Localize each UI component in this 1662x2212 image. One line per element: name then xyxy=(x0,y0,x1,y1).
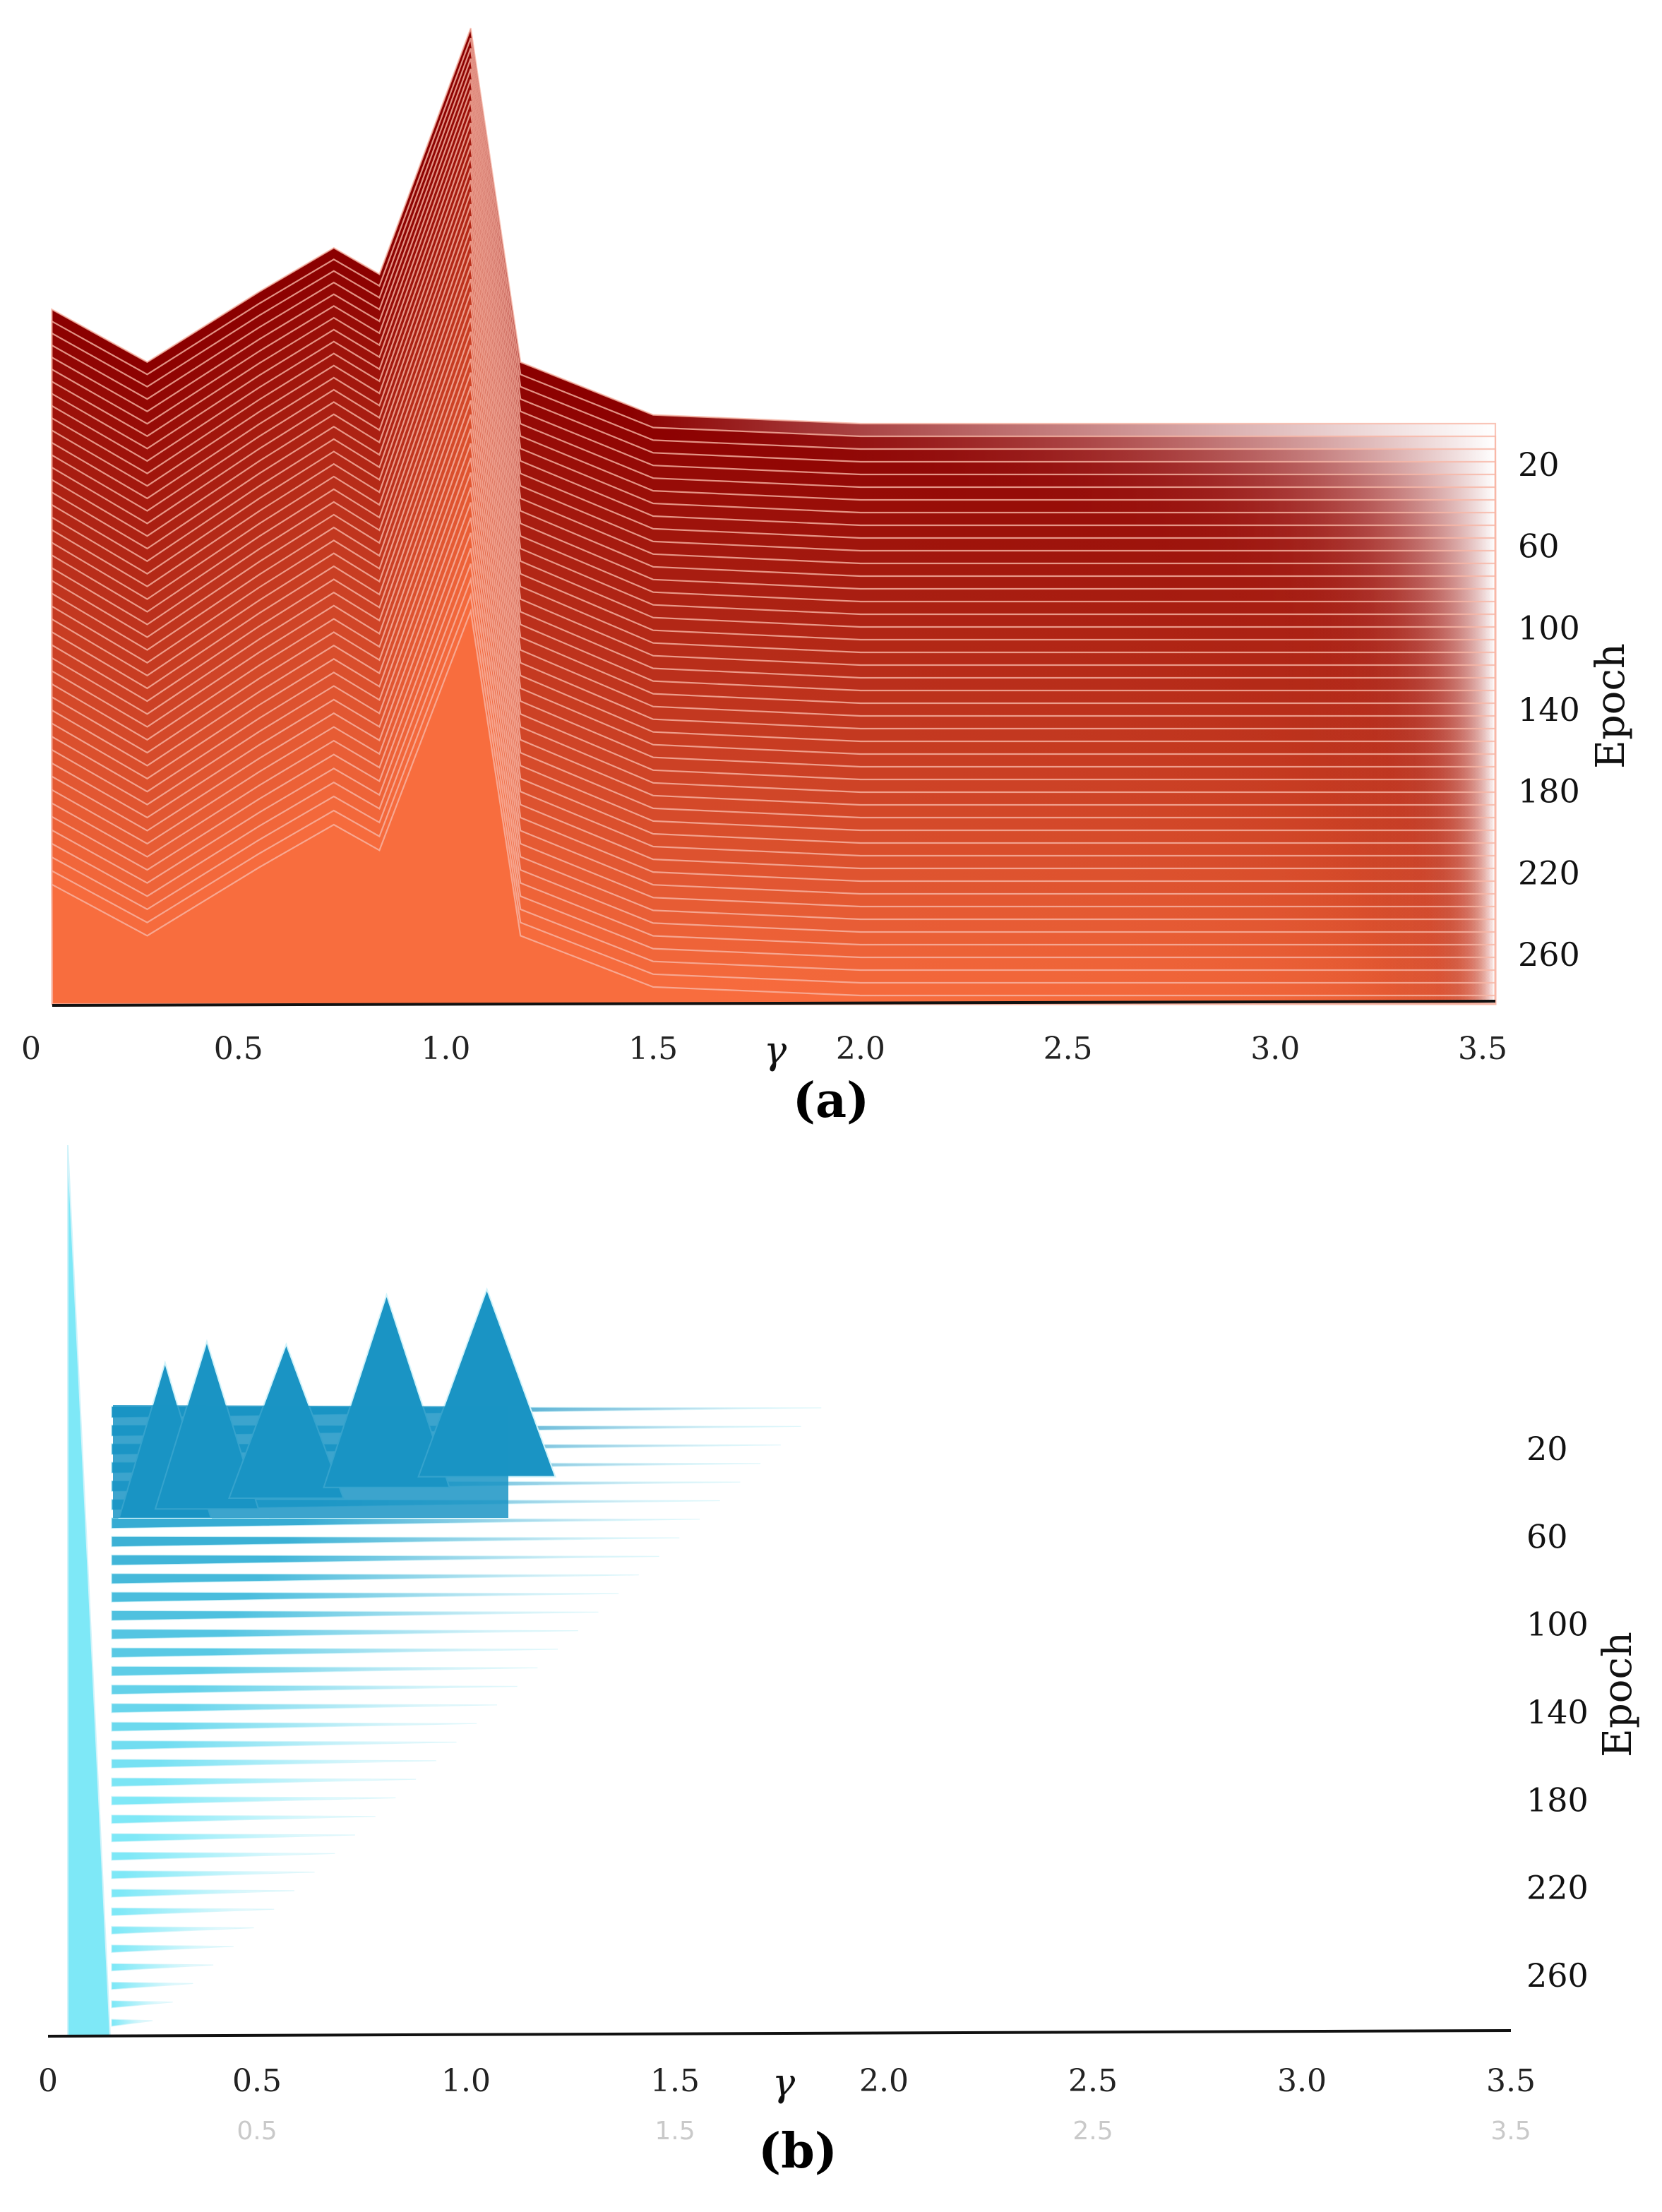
ridge-layer xyxy=(111,1721,477,1732)
secondary-x-tick-label: 1.5 xyxy=(654,2117,695,2146)
x-tick-label: 1.5 xyxy=(628,1031,678,1067)
y-tick-label: 260 xyxy=(1518,935,1580,974)
y-axis-title-b: Epoch xyxy=(1595,1632,1641,1757)
y-tick-label: 60 xyxy=(1518,527,1560,566)
y-tick-label: 180 xyxy=(1526,1781,1589,1819)
y-tick-label: 220 xyxy=(1526,1869,1589,1907)
y-tick-label: 100 xyxy=(1518,609,1580,647)
y-tick-label: 140 xyxy=(1526,1693,1589,1731)
x-axis-label-b: γ xyxy=(772,2060,796,2105)
ridge-layer xyxy=(111,1666,538,1677)
x-tick-label: 1.0 xyxy=(441,2063,491,2099)
y-tick-label: 20 xyxy=(1518,446,1560,484)
ridge-layer xyxy=(111,1759,436,1769)
ridge-layer xyxy=(111,2000,173,2009)
y-tick-label: 20 xyxy=(1526,1430,1568,1468)
chart-panel-b: 0 0.5 1.0 1.5 2.0 2.5 3.0 3.5 0.5 1.5 2.5 3.5 20 60… xyxy=(38,1144,1641,2180)
y-tick-label: 100 xyxy=(1526,1606,1589,1644)
ridge-layer xyxy=(111,1870,315,1879)
ridge-layer xyxy=(111,1889,294,1898)
ridge-layer xyxy=(111,1981,193,1990)
y-tick-label: 180 xyxy=(1518,772,1580,811)
peak-block xyxy=(113,1405,508,1518)
chart-panel-a: 0 0.5 1.0 1.5 2.0 2.5 3.0 3.5 20601001401802202… xyxy=(21,28,1634,1129)
x-tick-label: 2.0 xyxy=(836,1031,885,1067)
ridge-layer xyxy=(111,1573,639,1584)
x-tick-label: 3.0 xyxy=(1277,2063,1327,2099)
ridge-layer xyxy=(111,1815,376,1824)
ridge-layer xyxy=(111,1591,619,1603)
x-tick-label: 0.5 xyxy=(232,2063,282,2099)
ridge-layer xyxy=(111,1536,680,1548)
ridge-layer xyxy=(111,1517,700,1529)
x-axis-line-b xyxy=(47,2029,1512,2038)
ridge-layer xyxy=(111,1740,457,1750)
ridge-layer xyxy=(51,608,1497,1005)
y-tick-label: 260 xyxy=(1526,1956,1589,1995)
ridge-layer xyxy=(111,1907,275,1916)
y-tick-label: 60 xyxy=(1526,1517,1568,1555)
ridge-layer xyxy=(111,1963,214,1972)
ridge-layer xyxy=(111,1833,356,1843)
secondary-x-ticks-b: 0.5 1.5 2.5 3.5 xyxy=(237,2117,1531,2146)
secondary-x-tick-label: 3.5 xyxy=(1490,2117,1531,2146)
secondary-x-tick-label: 0.5 xyxy=(237,2117,277,2146)
ridge-layer xyxy=(111,1684,518,1695)
ridge-layer xyxy=(111,1795,396,1806)
ridge-layer xyxy=(111,1610,599,1621)
y-tick-label: 140 xyxy=(1518,690,1580,729)
x-tick-label: 2.5 xyxy=(1068,2063,1118,2099)
ridge-layers-b xyxy=(67,1144,822,2037)
ridge-layer xyxy=(111,1925,254,1935)
ridge-layer xyxy=(111,1647,558,1658)
ridge-layers-a xyxy=(51,28,1497,1005)
x-tick-label: 0 xyxy=(21,1031,41,1067)
x-tick-label: 1.0 xyxy=(421,1031,470,1067)
x-ticks-a: 0 0.5 1.0 1.5 2.0 2.5 3.0 3.5 xyxy=(21,1031,1507,1067)
x-tick-label: 2.0 xyxy=(859,2063,909,2099)
x-tick-label: 3.5 xyxy=(1486,2063,1536,2099)
ridge-layer xyxy=(111,2019,153,2027)
x-tick-label: 0 xyxy=(38,2063,58,2099)
y-ticks-a: 20 60 100 140 180 220 260 xyxy=(1518,446,1580,974)
secondary-x-tick-label: 2.5 xyxy=(1072,2117,1113,2146)
x-tick-label: 1.5 xyxy=(650,2063,700,2099)
y-axis-title-a: Epoch xyxy=(1588,643,1634,769)
x-tick-label: 3.5 xyxy=(1458,1031,1507,1067)
x-tick-label: 2.5 xyxy=(1044,1031,1093,1067)
y-tick-label: 220 xyxy=(1518,854,1580,892)
ridge-layer xyxy=(111,1554,659,1566)
low-gamma-spike xyxy=(67,1144,112,2037)
x-ticks-b: 0 0.5 1.0 1.5 2.0 2.5 3.0 3.5 xyxy=(38,2063,1536,2099)
ridge-layer xyxy=(111,1851,335,1861)
x-tick-label: 0.5 xyxy=(214,1031,263,1067)
ridge-layer xyxy=(111,1944,234,1954)
panel-label-a: (a) xyxy=(793,1072,869,1129)
panel-label-b: (b) xyxy=(758,2123,837,2180)
x-tick-label: 3.0 xyxy=(1250,1031,1300,1067)
y-ticks-b: 20 60 100 140 180 220 260 xyxy=(1526,1430,1589,1995)
ridge-layer xyxy=(111,1777,417,1788)
x-axis-line-a xyxy=(52,1000,1496,1007)
x-axis-label-a: γ xyxy=(764,1028,787,1072)
ridge-layer xyxy=(111,1703,498,1714)
ridge-layer xyxy=(111,1628,578,1640)
